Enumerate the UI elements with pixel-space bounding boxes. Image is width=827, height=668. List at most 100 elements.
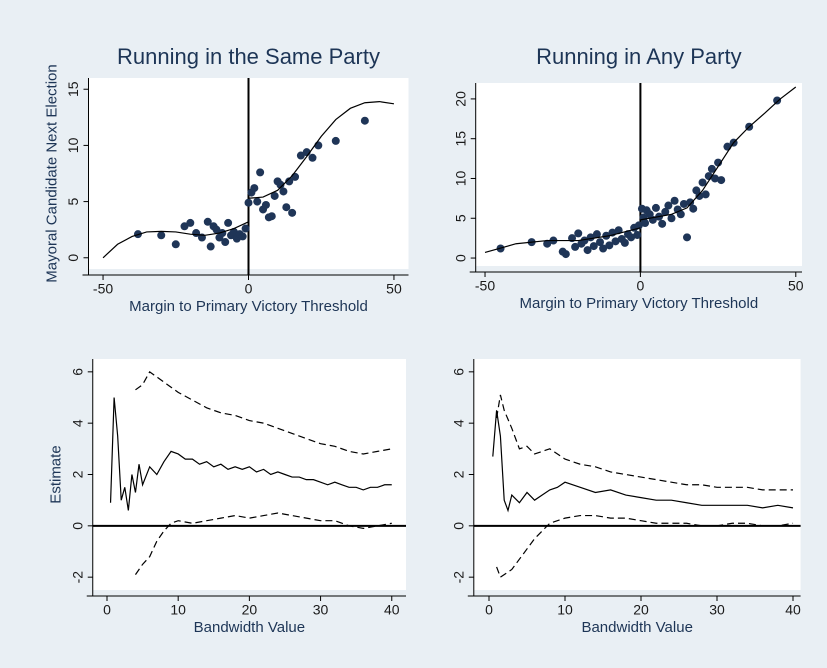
y-tick-label: 0 [452, 254, 468, 262]
data-point [627, 233, 636, 242]
data-line [484, 227, 641, 254]
data-point [580, 236, 589, 245]
data-point [695, 191, 704, 200]
data-point [620, 238, 629, 247]
data-point [314, 141, 323, 150]
y-tick-label: 0 [65, 254, 81, 262]
data-point [250, 184, 259, 193]
data-point [611, 237, 620, 246]
data-point [256, 168, 265, 177]
y-tick-label: -2 [69, 571, 85, 584]
data-point [661, 207, 670, 216]
y-axis-label: Mayoral Candidate Next Election [43, 64, 60, 282]
data-point [641, 219, 650, 228]
data-point [561, 250, 570, 259]
x-tick-label: 30 [313, 602, 329, 618]
y-tick-label: -2 [451, 571, 467, 584]
x-tick-label: 10 [557, 602, 573, 618]
data-point [282, 203, 291, 212]
data-point [589, 242, 598, 251]
data-line [102, 221, 249, 259]
data-line [492, 410, 794, 513]
data-point [679, 199, 688, 208]
data-line [109, 397, 392, 511]
data-point [658, 219, 667, 228]
data-point [360, 116, 369, 125]
data-point [221, 238, 230, 247]
confidence-line [496, 514, 794, 579]
x-tick-label: 30 [709, 602, 725, 618]
x-tick-label: 20 [633, 602, 649, 618]
x-axis-label: Margin to Primary Victory Threshold [129, 298, 368, 315]
data-point [717, 176, 726, 185]
data-point [241, 224, 250, 233]
y-tick-label: 6 [451, 368, 467, 376]
data-point [285, 177, 294, 186]
data-point [267, 212, 276, 221]
x-tick-label: 20 [242, 602, 258, 618]
data-point [180, 222, 189, 231]
data-point [276, 180, 285, 189]
data-point [583, 246, 592, 255]
data-point [676, 210, 685, 219]
data-point [664, 201, 673, 210]
data-point [698, 178, 707, 187]
data-point [773, 96, 782, 105]
data-point [633, 230, 642, 239]
confidence-line [135, 370, 392, 455]
data-point [571, 242, 580, 251]
y-tick-label: 4 [451, 419, 467, 427]
data-point [592, 230, 601, 239]
panel: -2 0 2 4 6 0 10 20 30 40 Bandwidth Value Estimate [48, 359, 406, 636]
data-point [707, 164, 716, 173]
y-tick-label: 20 [452, 91, 468, 107]
confidence-line [496, 394, 793, 491]
panel: Running in the Same Party 0 5 10 15 -50 0 50 Mar… [43, 44, 409, 315]
data-point [186, 218, 195, 227]
data-point [157, 231, 166, 240]
x-tick-label: 40 [384, 602, 400, 618]
y-tick-label: 6 [69, 368, 85, 376]
y-tick-label: 4 [69, 419, 85, 427]
plot-area [473, 359, 801, 590]
y-tick-label: 0 [451, 522, 467, 530]
y-tick-label: 5 [452, 214, 468, 222]
data-point [203, 217, 212, 226]
data-point [710, 174, 719, 183]
data-point [667, 214, 676, 223]
y-tick-label: 10 [65, 137, 81, 153]
data-point [651, 203, 660, 212]
data-point [279, 187, 288, 196]
y-tick-label: 2 [451, 470, 467, 478]
x-tick-label: 0 [103, 602, 111, 618]
x-tick-label: 50 [788, 278, 804, 294]
data-point [614, 226, 623, 235]
y-tick-label: 2 [69, 470, 85, 478]
data-point [261, 200, 270, 209]
panel: -2 0 2 4 6 0 10 20 30 40 Bandwidth Value [451, 359, 801, 636]
x-tick-label: 0 [245, 281, 253, 297]
data-line [248, 100, 395, 199]
y-tick-label: 5 [65, 197, 81, 205]
data-point [288, 208, 297, 217]
y-tick-label: 15 [452, 131, 468, 147]
data-point [244, 198, 253, 207]
data-point [238, 232, 247, 241]
x-tick-label: 50 [386, 281, 402, 297]
data-point [683, 233, 692, 242]
data-point [670, 196, 679, 205]
x-axis-label: Margin to Primary Victory Threshold [519, 295, 758, 312]
x-axis-label: Bandwidth Value [194, 619, 305, 636]
data-point [224, 218, 233, 227]
y-tick-label: 15 [65, 81, 81, 97]
data-point [296, 151, 305, 160]
data-point [331, 136, 340, 145]
plot-area [92, 359, 406, 590]
data-point [714, 158, 723, 167]
y-axis-label: Estimate [48, 445, 65, 503]
y-tick-label: 10 [452, 170, 468, 186]
data-point [701, 190, 710, 199]
x-tick-label: 0 [485, 602, 493, 618]
data-point [206, 242, 215, 251]
